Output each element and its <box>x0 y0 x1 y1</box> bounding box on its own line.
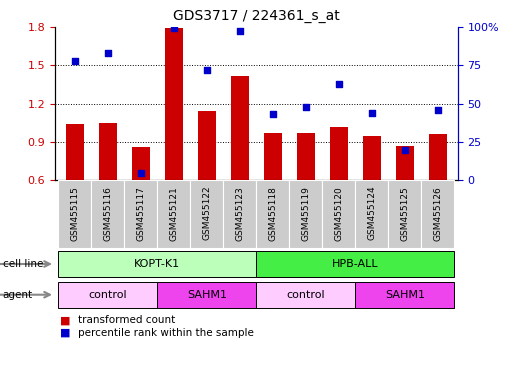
Text: GSM455119: GSM455119 <box>301 186 310 241</box>
Bar <box>256 180 289 248</box>
Text: KOPT-K1: KOPT-K1 <box>134 259 180 269</box>
Text: transformed count: transformed count <box>78 315 176 326</box>
Bar <box>355 282 454 308</box>
Text: SAHM1: SAHM1 <box>385 290 425 300</box>
Point <box>169 25 178 31</box>
Text: percentile rank within the sample: percentile rank within the sample <box>78 328 254 338</box>
Text: HPB-ALL: HPB-ALL <box>332 259 379 269</box>
Bar <box>429 134 447 180</box>
Bar <box>124 180 157 248</box>
Point <box>302 104 310 110</box>
Bar <box>223 180 256 248</box>
Bar <box>132 147 150 180</box>
Point <box>137 170 145 176</box>
Text: agent: agent <box>3 290 33 300</box>
Title: GDS3717 / 224361_s_at: GDS3717 / 224361_s_at <box>173 9 339 23</box>
Text: ■: ■ <box>60 315 71 326</box>
Point <box>401 147 409 153</box>
Bar <box>157 282 256 308</box>
Text: ■: ■ <box>60 328 71 338</box>
Text: GSM455121: GSM455121 <box>169 186 178 241</box>
Point <box>434 107 442 113</box>
Bar <box>198 111 216 180</box>
Text: GSM455115: GSM455115 <box>70 186 79 241</box>
Bar <box>396 146 414 180</box>
Bar <box>66 124 84 180</box>
Bar <box>58 251 256 277</box>
Text: GSM455117: GSM455117 <box>136 186 145 241</box>
Bar <box>329 127 348 180</box>
Bar <box>91 180 124 248</box>
Text: GSM455124: GSM455124 <box>367 186 377 240</box>
Text: GSM455126: GSM455126 <box>434 186 442 241</box>
Point <box>235 28 244 35</box>
Text: GSM455116: GSM455116 <box>103 186 112 241</box>
Text: GSM455125: GSM455125 <box>400 186 410 241</box>
Bar <box>256 282 355 308</box>
Text: GSM455118: GSM455118 <box>268 186 277 241</box>
Text: cell line: cell line <box>3 259 43 269</box>
Bar <box>190 180 223 248</box>
Bar <box>388 180 422 248</box>
Bar <box>355 180 388 248</box>
Text: GSM455120: GSM455120 <box>334 186 343 241</box>
Bar <box>289 180 322 248</box>
Bar <box>231 76 249 180</box>
Text: GSM455122: GSM455122 <box>202 186 211 240</box>
Text: SAHM1: SAHM1 <box>187 290 227 300</box>
Point <box>368 110 376 116</box>
Bar <box>322 180 355 248</box>
Bar <box>264 133 282 180</box>
Text: control: control <box>88 290 127 300</box>
Point <box>104 50 112 56</box>
Bar <box>363 136 381 180</box>
Bar <box>297 133 315 180</box>
Point <box>269 111 277 118</box>
Bar <box>422 180 454 248</box>
Text: control: control <box>287 290 325 300</box>
Point <box>202 67 211 73</box>
Point <box>71 58 79 64</box>
Bar <box>58 282 157 308</box>
Bar <box>157 180 190 248</box>
Point <box>335 81 343 87</box>
Bar <box>99 123 117 180</box>
Text: GSM455123: GSM455123 <box>235 186 244 241</box>
Bar <box>58 180 91 248</box>
Bar <box>165 28 183 180</box>
Bar <box>256 251 454 277</box>
